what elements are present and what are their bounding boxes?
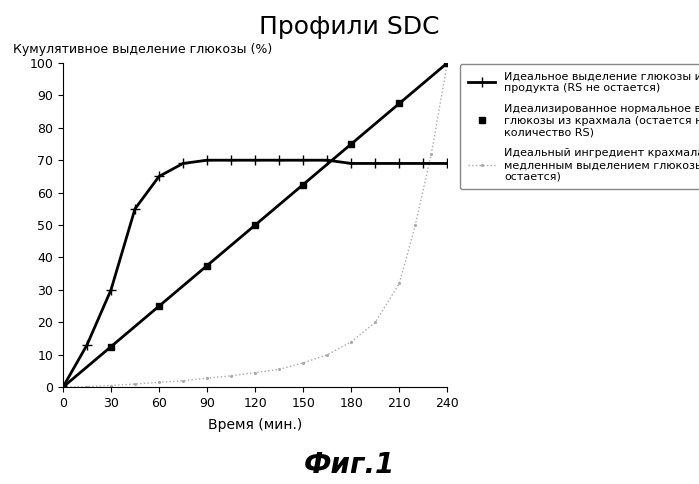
Идеализированное нормальное выделение
глюкозы из крахмала (остается некоторое
количество RS) <box>107 344 115 349</box>
Идеализированное нормальное выделение
глюкозы из крахмала (остается некоторое
количество RS) <box>59 384 67 390</box>
Text: Фиг.1: Фиг.1 <box>304 451 395 479</box>
Идеальный ингредиент крахмала с
медленным выделением глюкозы (RS не
остается) <box>131 381 139 387</box>
Идеальное выделение глюкозы из
продукта (RS не остается) <box>131 206 139 212</box>
Идеальное выделение глюкозы из
продукта (RS не остается) <box>227 157 236 163</box>
Идеальное выделение глюкозы из
продукта (RS не остается) <box>275 157 283 163</box>
Text: Профили SDC: Профили SDC <box>259 15 440 39</box>
Идеальное выделение глюкозы из
продукта (RS не остается) <box>419 161 428 166</box>
Идеальное выделение глюкозы из
продукта (RS не остается) <box>395 161 403 166</box>
Идеализированное нормальное выделение
глюкозы из крахмала (остается некоторое
количество RS) <box>203 263 211 269</box>
Идеализированное нормальное выделение
глюкозы из крахмала (остается некоторое
количество RS) <box>299 182 308 187</box>
Идеализированное нормальное выделение
глюкозы из крахмала (остается некоторое
количество RS) <box>443 60 452 66</box>
Идеальный ингредиент крахмала с
медленным выделением глюкозы (RS не
остается) <box>155 379 164 385</box>
Идеализированное нормальное выделение
глюкозы из крахмала (остается некоторое
количество RS) <box>395 101 403 106</box>
Идеальное выделение глюкозы из
продукта (RS не остается) <box>251 157 259 163</box>
Идеальный ингредиент крахмала с
медленным выделением глюкозы (RS не
остается) <box>179 378 187 384</box>
Идеальный ингредиент крахмала с
медленным выделением глюкозы (RS не
остается) <box>227 373 236 379</box>
Идеальный ингредиент крахмала с
медленным выделением глюкозы (RS не
остается) <box>323 352 331 358</box>
Идеальное выделение глюкозы из
продукта (RS не остается) <box>371 161 380 166</box>
Идеальный ингредиент крахмала с
медленным выделением глюкозы (RS не
остается) <box>411 222 419 228</box>
Идеальное выделение глюкозы из
продукта (RS не остается) <box>203 157 211 163</box>
Идеализированное нормальное выделение
глюкозы из крахмала (остается некоторое
количество RS) <box>155 303 164 309</box>
Идеальный ингредиент крахмала с
медленным выделением глюкозы (RS не
остается) <box>347 339 356 345</box>
Идеальный ингредиент крахмала с
медленным выделением глюкозы (RS не
остается) <box>251 370 259 376</box>
Идеальный ингредиент крахмала с
медленным выделением глюкозы (RS не
остается) <box>203 375 211 381</box>
X-axis label: Время (мин.): Время (мин.) <box>208 418 302 432</box>
Line: Идеализированное нормальное выделение
глюкозы из крахмала (остается некоторое
количество RS): Идеализированное нормальное выделение гл… <box>59 60 451 391</box>
Идеальный ингредиент крахмала с
медленным выделением глюкозы (RS не
остается) <box>395 281 403 287</box>
Идеальный ингредиент крахмала с
медленным выделением глюкозы (RS не
остается) <box>82 384 91 390</box>
Идеальный ингредиент крахмала с
медленным выделением глюкозы (RS не
остается) <box>443 60 452 66</box>
Идеализированное нормальное выделение
глюкозы из крахмала (остается некоторое
количество RS) <box>347 141 356 147</box>
Line: Идеальное выделение глюкозы из
продукта (RS не остается): Идеальное выделение глюкозы из продукта … <box>58 155 452 392</box>
Идеальное выделение глюкозы из
продукта (RS не остается) <box>107 287 115 293</box>
Идеальное выделение глюкозы из
продукта (RS не остается) <box>443 161 452 166</box>
Идеальное выделение глюкозы из
продукта (RS не остается) <box>347 161 356 166</box>
Идеальное выделение глюкозы из
продукта (RS не остается) <box>82 342 91 348</box>
Text: Кумулятивное выделение глюкозы (%): Кумулятивное выделение глюкозы (%) <box>13 44 272 57</box>
Идеальное выделение глюкозы из
продукта (RS не остается) <box>299 157 308 163</box>
Legend: Идеальное выделение глюкозы из
продукта (RS не остается), Идеализированное норма: Идеальное выделение глюкозы из продукта … <box>460 63 699 189</box>
Идеальный ингредиент крахмала с
медленным выделением глюкозы (RS не
остается) <box>427 151 435 157</box>
Идеализированное нормальное выделение
глюкозы из крахмала (остается некоторое
количество RS) <box>251 222 259 228</box>
Идеальное выделение глюкозы из
продукта (RS не остается) <box>155 174 164 180</box>
Идеальное выделение глюкозы из
продукта (RS не остается) <box>179 161 187 166</box>
Идеальное выделение глюкозы из
продукта (RS не остается) <box>59 384 67 390</box>
Идеальный ингредиент крахмала с
медленным выделением глюкозы (RS не
остается) <box>275 366 283 372</box>
Идеальный ингредиент крахмала с
медленным выделением глюкозы (RS не
остается) <box>371 319 380 325</box>
Идеальное выделение глюкозы из
продукта (RS не остается) <box>323 157 331 163</box>
Идеальный ингредиент крахмала с
медленным выделением глюкозы (RS не
остается) <box>59 384 67 390</box>
Идеальный ингредиент крахмала с
медленным выделением глюкозы (RS не
остается) <box>299 360 308 366</box>
Line: Идеальный ингредиент крахмала с
медленным выделением глюкозы (RS не
остается): Идеальный ингредиент крахмала с медленны… <box>62 61 449 389</box>
Идеальный ингредиент крахмала с
медленным выделением глюкозы (RS не
остается) <box>107 383 115 389</box>
